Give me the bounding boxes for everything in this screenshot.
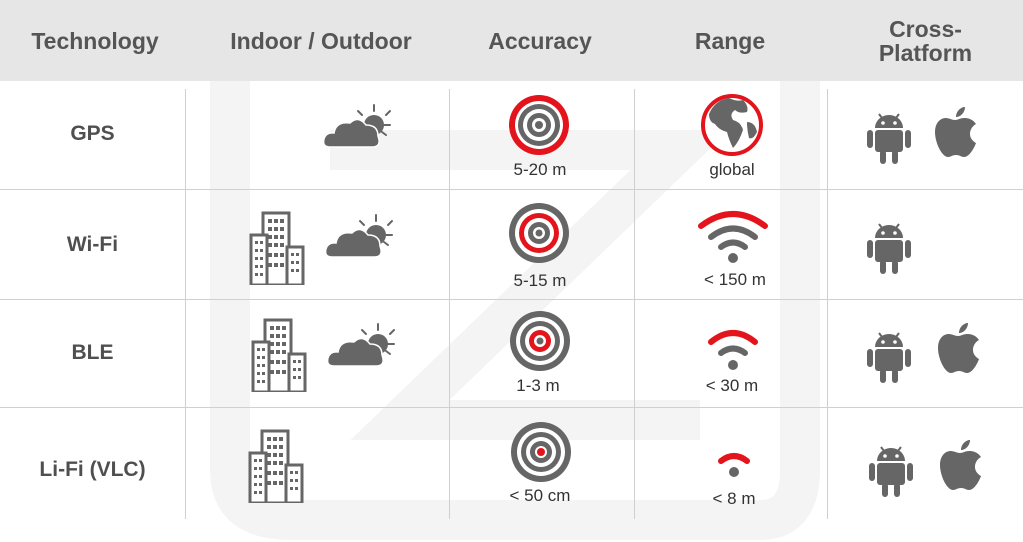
android-icon — [867, 218, 911, 274]
row-divider — [0, 407, 1023, 408]
header-indoor-outdoor: Indoor / Outdoor — [230, 27, 412, 54]
header-range: Range — [694, 27, 766, 54]
accuracy-target-icon — [510, 311, 570, 371]
technology-label-gps: GPS — [70, 122, 115, 145]
wifi-signal-icon — [698, 211, 768, 263]
accuracy-target-icon — [509, 203, 569, 263]
accuracy-value: 5-20 m — [513, 160, 567, 179]
accuracy-value: < 50 cm — [509, 486, 571, 505]
range-value: < 150 m — [704, 270, 766, 289]
accuracy-value: 1-3 m — [516, 376, 560, 395]
android-icon — [869, 441, 913, 497]
column-divider — [827, 89, 828, 519]
accuracy-target-icon — [509, 95, 569, 155]
building-icon — [251, 318, 307, 392]
cloud-sun-icon — [326, 322, 396, 372]
row-divider — [0, 299, 1023, 300]
android-icon — [867, 327, 911, 383]
apple-icon — [937, 323, 981, 375]
wifi-signal-icon — [718, 453, 750, 477]
building-icon — [248, 429, 304, 503]
technology-label-wifi: Wi-Fi — [66, 233, 119, 256]
technology-label-ble: BLE — [71, 341, 114, 364]
wifi-signal-icon — [708, 330, 758, 370]
row-divider — [0, 189, 1023, 190]
apple-icon — [939, 440, 983, 492]
cloud-sun-icon — [324, 213, 394, 263]
globe-icon — [701, 94, 763, 156]
header-technology: Technology — [31, 27, 159, 54]
accuracy-value: 5-15 m — [513, 271, 567, 290]
building-icon — [249, 211, 305, 285]
range-value: < 8 m — [712, 489, 756, 508]
apple-icon — [934, 107, 978, 159]
column-divider — [634, 89, 635, 519]
range-value: < 30 m — [705, 376, 759, 395]
range-value: global — [709, 160, 755, 179]
header-cross-platform: Cross- Platform — [878, 15, 973, 66]
column-divider — [185, 89, 186, 519]
accuracy-target-icon — [511, 422, 571, 482]
table-header: Technology Indoor / Outdoor Accuracy Ran… — [0, 0, 1023, 81]
android-icon — [867, 108, 911, 164]
cloud-sun-icon — [322, 103, 392, 153]
technology-label-lifi: Li-Fi (VLC) — [39, 458, 146, 481]
column-divider — [449, 89, 450, 519]
header-accuracy: Accuracy — [488, 27, 592, 54]
